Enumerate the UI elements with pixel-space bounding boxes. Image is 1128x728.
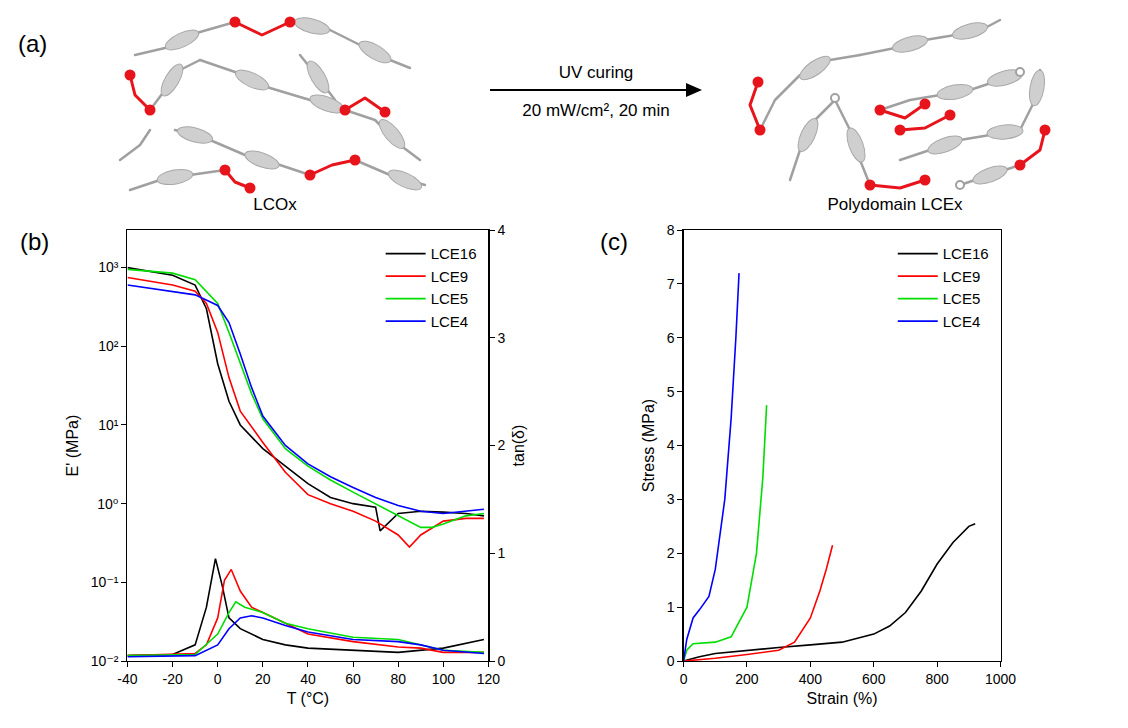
svg-text:LCE9: LCE9 — [431, 268, 469, 285]
svg-text:-40: -40 — [117, 671, 137, 687]
svg-text:800: 800 — [925, 671, 949, 687]
svg-text:200: 200 — [735, 671, 759, 687]
svg-text:10²: 10² — [98, 338, 119, 354]
svg-text:LCOx: LCOx — [253, 195, 297, 214]
svg-text:1000: 1000 — [985, 671, 1016, 687]
svg-text:LCE4: LCE4 — [943, 313, 981, 330]
svg-text:0: 0 — [680, 671, 688, 687]
svg-text:6: 6 — [667, 330, 675, 346]
svg-text:-20: -20 — [162, 671, 182, 687]
svg-text:7: 7 — [667, 276, 675, 292]
svg-text:LCE5: LCE5 — [943, 290, 981, 307]
svg-text:2: 2 — [667, 545, 675, 561]
svg-text:UV curing: UV curing — [559, 63, 634, 82]
svg-text:(b): (b) — [20, 228, 49, 255]
svg-text:5: 5 — [667, 384, 675, 400]
svg-text:4: 4 — [497, 222, 505, 238]
svg-text:T (°C): T (°C) — [287, 690, 330, 707]
svg-text:Strain (%): Strain (%) — [806, 690, 877, 707]
svg-text:60: 60 — [345, 671, 361, 687]
svg-text:(c): (c) — [600, 228, 628, 255]
svg-text:40: 40 — [300, 671, 316, 687]
svg-text:80: 80 — [390, 671, 406, 687]
svg-text:0: 0 — [667, 653, 675, 669]
svg-text:Stress (MPa): Stress (MPa) — [640, 399, 657, 492]
svg-text:10¹: 10¹ — [98, 417, 119, 433]
svg-text:1: 1 — [497, 545, 505, 561]
svg-text:Polydomain LCEx: Polydomain LCEx — [827, 195, 963, 214]
svg-text:(a): (a) — [18, 30, 47, 57]
svg-text:4: 4 — [667, 437, 675, 453]
svg-text:120: 120 — [477, 671, 501, 687]
svg-text:3: 3 — [497, 330, 505, 346]
svg-text:10⁰: 10⁰ — [97, 496, 119, 512]
svg-text:0: 0 — [214, 671, 222, 687]
svg-text:10⁻²: 10⁻² — [91, 653, 119, 669]
svg-text:tan(δ): tan(δ) — [510, 425, 527, 467]
svg-text:600: 600 — [862, 671, 886, 687]
svg-text:LCE4: LCE4 — [431, 313, 469, 330]
svg-text:400: 400 — [799, 671, 823, 687]
svg-text:LCE16: LCE16 — [943, 245, 989, 262]
svg-text:20 mW/cm², 20 min: 20 mW/cm², 20 min — [522, 101, 669, 120]
svg-text:LCE9: LCE9 — [943, 268, 981, 285]
svg-text:LCE16: LCE16 — [431, 245, 477, 262]
svg-text:1: 1 — [667, 599, 675, 615]
svg-text:LCE5: LCE5 — [431, 290, 469, 307]
svg-text:100: 100 — [432, 671, 456, 687]
svg-text:2: 2 — [497, 437, 505, 453]
svg-text:E' (MPa): E' (MPa) — [64, 415, 81, 477]
svg-text:20: 20 — [255, 671, 271, 687]
svg-text:8: 8 — [667, 222, 675, 238]
svg-text:10⁻¹: 10⁻¹ — [91, 574, 119, 590]
svg-text:10³: 10³ — [98, 259, 119, 275]
svg-text:3: 3 — [667, 491, 675, 507]
svg-text:0: 0 — [497, 653, 505, 669]
